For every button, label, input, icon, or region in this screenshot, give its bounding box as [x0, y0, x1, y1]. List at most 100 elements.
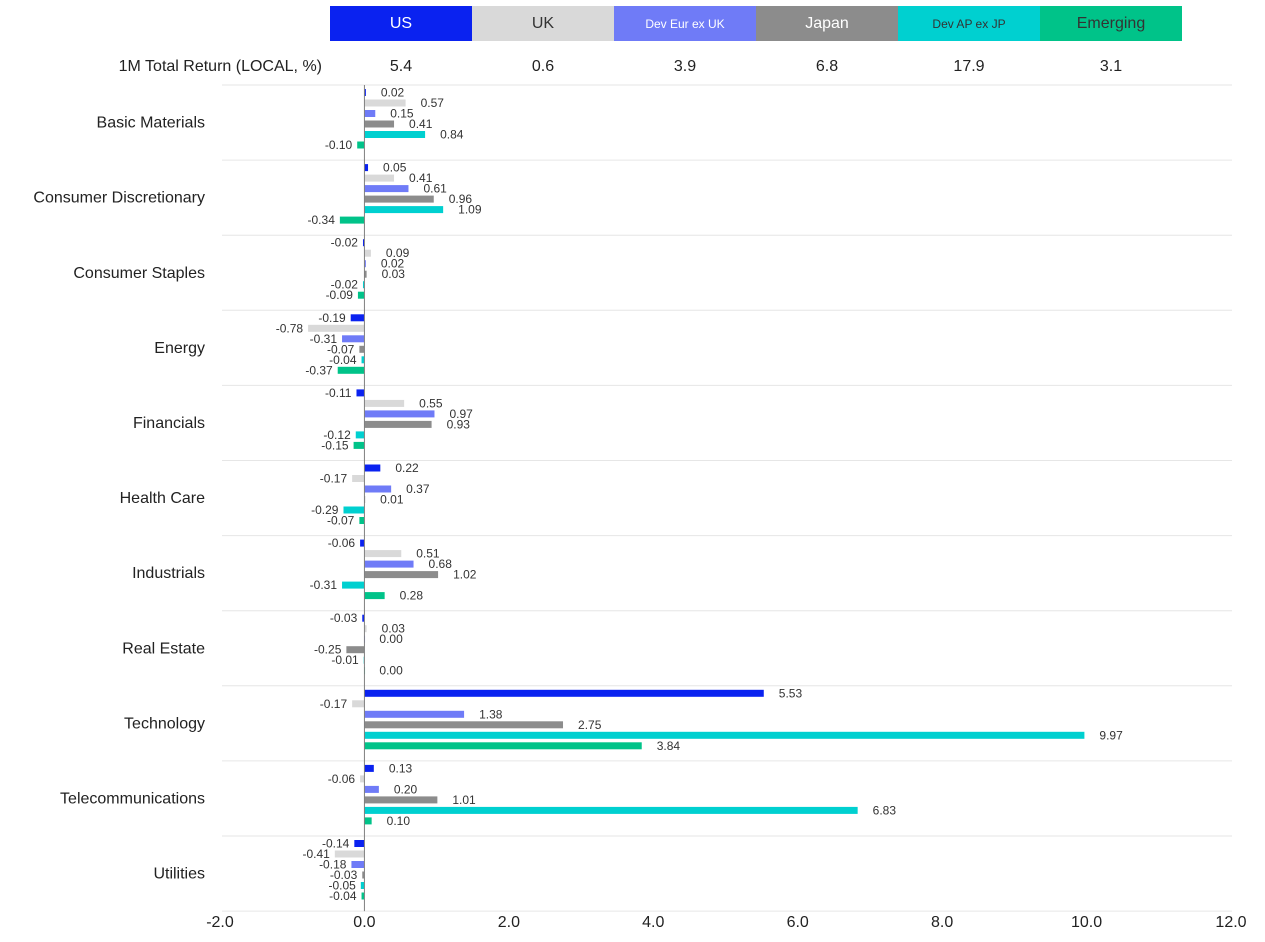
data-label: -0.15: [321, 438, 349, 452]
bar: [364, 785, 379, 793]
bar: [308, 324, 365, 332]
legend-label: Dev Eur ex UK: [645, 16, 725, 31]
category-label: Consumer Staples: [73, 265, 205, 282]
bar: [359, 517, 365, 524]
bar: [364, 164, 369, 172]
legend-label: Japan: [805, 14, 849, 32]
bar: [364, 99, 406, 107]
data-label: -0.03: [330, 611, 358, 625]
data-label: 0.22: [395, 461, 419, 475]
data-label: 0.41: [409, 171, 433, 185]
bar: [352, 475, 365, 482]
bar: [360, 539, 365, 547]
bar: [364, 270, 367, 278]
bar: [364, 689, 764, 697]
bar: [364, 89, 366, 96]
bar: [351, 861, 365, 868]
bar: [364, 625, 367, 633]
bar: [342, 335, 365, 343]
legend-item-emerging: Emerging: [1040, 6, 1182, 41]
bar: [364, 131, 426, 138]
bar: [364, 195, 434, 203]
bar: [356, 389, 365, 397]
bar: [339, 216, 365, 224]
data-label: -0.17: [320, 697, 348, 711]
data-label: -0.02: [331, 236, 359, 250]
bar: [364, 485, 392, 493]
bar: [364, 260, 366, 268]
bar: [364, 249, 371, 257]
bar: [337, 366, 365, 374]
bar: [364, 817, 372, 825]
data-label: 0.93: [447, 417, 471, 431]
category-label: Technology: [124, 715, 205, 732]
bar: [364, 464, 381, 472]
legend-label: Emerging: [1076, 14, 1146, 32]
legend-label: UK: [531, 14, 555, 32]
data-label: 1.01: [452, 793, 476, 807]
data-label: -0.29: [311, 503, 339, 517]
data-label: -0.06: [328, 536, 356, 550]
bar: [350, 314, 365, 322]
data-label: 0.10: [387, 814, 411, 828]
legend-item-us: US: [330, 6, 472, 41]
data-label: -0.17: [320, 472, 348, 486]
data-label: 0.02: [381, 257, 405, 271]
data-label: 0.02: [381, 86, 405, 100]
total-return-us: 5.4: [389, 58, 413, 75]
bar: [360, 882, 365, 889]
bar: [364, 742, 642, 750]
data-label: 3.84: [657, 739, 681, 753]
data-label: 1.09: [458, 203, 482, 217]
category-label: Consumer Discretionary: [33, 190, 205, 207]
data-label: 0.03: [382, 267, 406, 281]
data-label: 0.01: [380, 493, 404, 507]
data-label: 0.20: [394, 782, 418, 796]
bar: [357, 291, 365, 299]
data-label: 0.15: [390, 107, 414, 121]
data-label: -0.31: [310, 332, 338, 346]
legend: US UK Dev Eur ex UK Japan Dev AP ex JP E…: [330, 6, 1182, 41]
bar: [342, 581, 365, 589]
data-label: 0.09: [386, 246, 410, 260]
data-label: -0.04: [329, 889, 357, 903]
legend-item-dev-ap-ex-jp: Dev AP ex JP: [898, 6, 1040, 41]
x-tick-label: 0.0: [353, 914, 375, 931]
bar: [364, 110, 376, 117]
data-label: -0.05: [328, 879, 356, 893]
category-label: Industrials: [132, 565, 205, 582]
data-label: -0.09: [326, 288, 354, 302]
data-label: -0.10: [325, 138, 353, 152]
x-tick-label: 2.0: [498, 914, 520, 931]
data-label: 0.13: [389, 761, 413, 775]
data-label: -0.34: [308, 213, 336, 227]
data-label: 0.41: [409, 117, 433, 131]
data-label: -0.03: [330, 868, 358, 882]
bar: [364, 592, 385, 600]
x-tick-label: 4.0: [642, 914, 664, 931]
data-label: -0.18: [319, 858, 347, 872]
total-return-dev-ap-ex-jp: 17.9: [953, 58, 985, 75]
data-label: 0.68: [429, 557, 453, 571]
bar: [352, 700, 365, 708]
category-label: Health Care: [120, 490, 205, 507]
x-tick-label: -2.0: [206, 914, 234, 931]
legend-item-japan: Japan: [756, 6, 898, 41]
data-label: 0.97: [449, 407, 473, 421]
total-return-uk: 0.6: [531, 58, 555, 75]
data-label: 9.97: [1099, 728, 1123, 742]
data-label: 0.96: [449, 192, 473, 206]
bar: [364, 174, 395, 182]
bar: [361, 356, 365, 364]
bar: [364, 571, 439, 579]
legend-item-dev-eur-ex-uk: Dev Eur ex UK: [614, 6, 756, 41]
data-label: -0.31: [310, 578, 338, 592]
data-label: -0.12: [323, 428, 351, 442]
total-return-label: 1M Total Return (LOCAL, %): [118, 58, 322, 75]
category-label: Telecommunications: [60, 790, 205, 807]
bar: [343, 506, 365, 514]
bar: [354, 840, 365, 847]
data-label: -0.37: [305, 363, 333, 377]
data-label: -0.01: [331, 653, 359, 667]
